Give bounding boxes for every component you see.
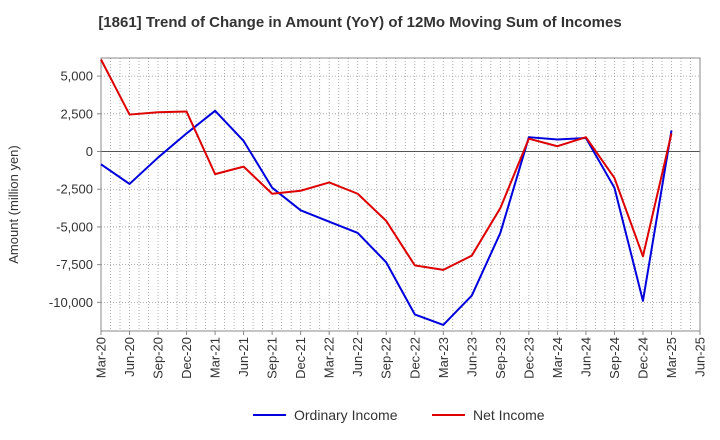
y-tick-label: -10,000: [49, 295, 93, 310]
x-tick-label: Jun-20: [122, 337, 137, 377]
x-tick-label: Sep-21: [265, 337, 280, 379]
x-tick-label: Jun-25: [693, 337, 708, 377]
x-tick-label: Mar-24: [550, 337, 565, 378]
x-tick-label: Dec-21: [293, 337, 308, 379]
chart-title: [1861] Trend of Change in Amount (YoY) o…: [98, 14, 622, 31]
x-tick-label: Mar-21: [208, 337, 223, 378]
x-tick-label: Jun-22: [350, 337, 365, 377]
y-tick-label: 0: [86, 144, 93, 159]
x-tick-label: Sep-23: [493, 337, 508, 379]
y-tick-label: 2,500: [60, 106, 93, 121]
x-tick-label: Dec-22: [407, 337, 422, 379]
x-tick-label: Mar-22: [322, 337, 337, 378]
x-tick-label: Mar-25: [664, 337, 679, 378]
plot-frame: [100, 57, 701, 332]
x-tick-label: Jun-24: [578, 337, 593, 377]
x-tick-label: Jun-21: [236, 337, 251, 377]
series-line-ordinary-income: [100, 109, 673, 326]
x-tick-label: Sep-20: [151, 337, 166, 379]
y-axis-title: Amount (million yen): [6, 145, 21, 264]
x-tick-label: Jun-23: [464, 337, 479, 377]
x-tick-label: Sep-22: [379, 337, 394, 379]
x-tick-label: Dec-24: [635, 337, 650, 379]
y-tick-label: -5,000: [56, 219, 93, 234]
legend-label: Net Income: [473, 407, 545, 423]
x-tick-label: Dec-20: [179, 337, 194, 379]
x-tick-label: Mar-20: [94, 337, 109, 378]
y-tick-label: -2,500: [56, 182, 93, 197]
x-tick-label: Sep-24: [607, 337, 622, 379]
y-tick-label: -7,500: [56, 257, 93, 272]
y-tick-label: 5,000: [60, 69, 93, 84]
series-line-net-income: [100, 59, 673, 271]
x-tick-label: Dec-23: [521, 337, 536, 379]
x-tick-label: Mar-23: [436, 337, 451, 378]
legend-label: Ordinary Income: [294, 407, 398, 423]
